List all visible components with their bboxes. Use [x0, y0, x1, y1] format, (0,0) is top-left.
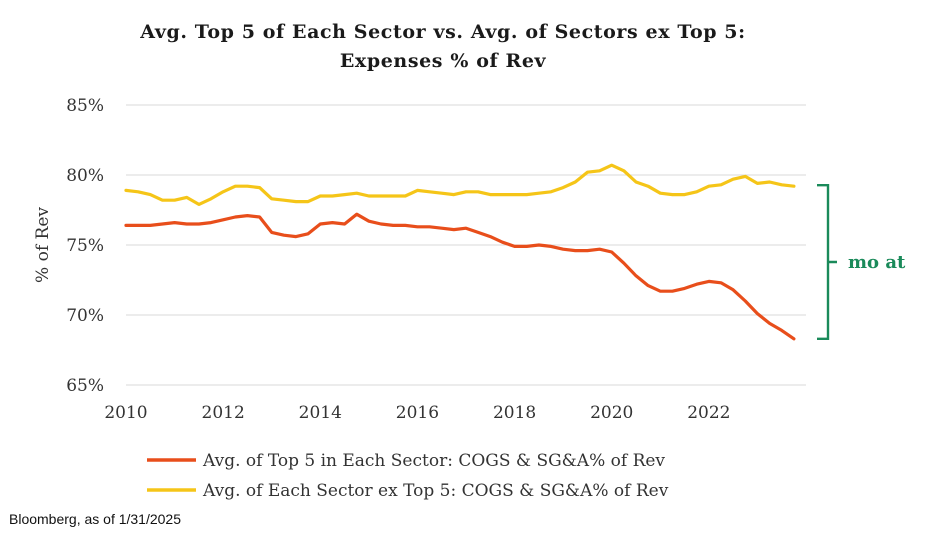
legend-label-top5: Avg. of Top 5 in Each Sector: COGS & SG&…	[202, 451, 665, 471]
legend: Avg. of Top 5 in Each Sector: COGS & SG&…	[147, 451, 669, 501]
x-tick-label: 2010	[104, 403, 147, 423]
series-line	[124, 163, 796, 206]
moat-bracket	[817, 184, 837, 340]
x-tick-label: 2018	[493, 403, 536, 423]
source-note: Bloomberg, as of 1/31/2025	[9, 511, 182, 527]
x-tick-label: 2022	[687, 403, 730, 423]
y-tick-label: 70%	[66, 306, 104, 326]
y-tick-label: 65%	[66, 376, 104, 396]
x-tick-label: 2014	[299, 403, 342, 423]
chart-title: Avg. Top 5 of Each Sector vs. Avg. of Se…	[140, 21, 746, 72]
y-axis-label: % of Rev	[33, 207, 53, 283]
x-tick-label: 2012	[202, 403, 245, 423]
series-line	[124, 212, 796, 341]
moat-annotation: mo at	[817, 184, 906, 340]
legend-label-ex-top5: Avg. of Each Sector ex Top 5: COGS & SG&…	[202, 481, 669, 501]
series-lines	[124, 163, 796, 341]
moat-label: mo at	[848, 252, 906, 273]
x-axis-ticks: 2010 2012 2014 2016 2018 2020 2022	[104, 403, 730, 423]
x-tick-label: 2020	[590, 403, 633, 423]
y-tick-label: 80%	[66, 166, 104, 186]
y-axis-ticks: 85% 80% 75% 70% 65%	[66, 96, 104, 396]
y-tick-label: 85%	[66, 96, 104, 116]
y-tick-label: 75%	[66, 236, 104, 256]
x-tick-label: 2016	[396, 403, 439, 423]
gridlines	[126, 104, 806, 386]
